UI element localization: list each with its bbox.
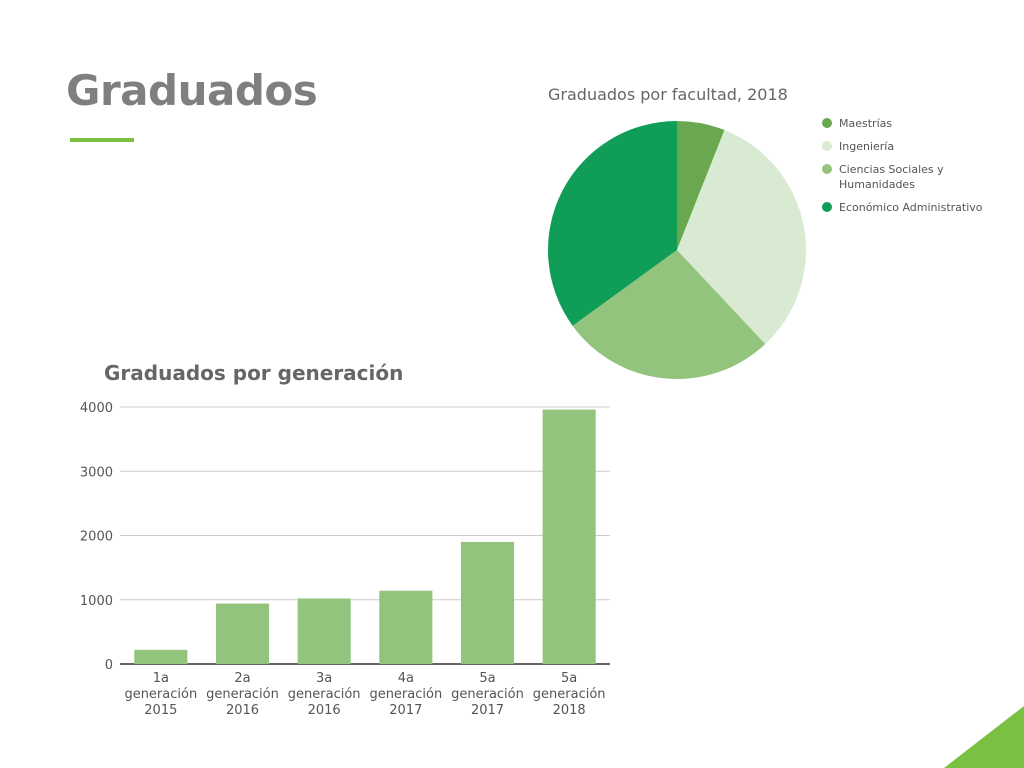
x-tick-label: generación [451,687,524,702]
x-tick-label: 2a [234,671,250,686]
x-tick-label: 2017 [471,703,504,718]
pie-chart: Graduados por facultad, 2018 Maestrías In… [548,85,983,380]
y-tick-label: 3000 [80,465,113,480]
legend-swatch [822,202,832,212]
x-tick-label: generación [533,687,606,702]
legend-label: Maestrías [839,117,892,130]
legend-swatch [822,118,832,128]
bar [379,590,433,664]
legend-swatch [822,141,832,151]
x-tick-label: 4a [398,671,414,686]
pie-chart-title: Graduados por facultad, 2018 [548,85,788,104]
x-tick-label: generación [369,687,442,702]
x-tick-label: 2016 [308,703,341,718]
bar [215,603,270,664]
pie-legend: Maestrías Ingeniería Ciencias Sociales y Hu… [822,117,983,214]
bar-bars [134,409,596,664]
legend-label: Ingeniería [839,140,894,153]
pie-slice [677,121,725,250]
bar [297,598,351,664]
x-tick-label: 2015 [144,703,177,718]
legend-label-line2: Humanidades [839,178,915,191]
pie-slice [677,130,806,345]
x-tick-label: 5a [561,671,577,686]
x-tick-label: 2016 [226,703,259,718]
x-tick-label: generación [124,687,197,702]
slide-title: Graduados [66,66,318,115]
x-tick-label: generación [206,687,279,702]
bar-chart: Graduados por generación 0 1000 2000 3000 40… [80,361,610,718]
legend-swatch [822,164,832,174]
legend-label: Ciencias Sociales y [839,163,944,176]
x-tick-label: 3a [316,671,332,686]
pie-slices [548,121,806,380]
pie-slice [548,121,677,326]
bar-chart-title: Graduados por generación [104,361,403,385]
y-tick-label: 1000 [80,594,113,609]
x-tick-label: 2017 [389,703,422,718]
x-tick-label: 2018 [553,703,586,718]
x-tick-label: 1a [153,671,169,686]
pie-slice [572,250,766,380]
corner-decoration [944,706,1024,768]
y-tick-label: 0 [105,658,113,673]
y-tick-label: 4000 [80,401,113,416]
bar-grid: 0 1000 2000 3000 4000 [80,401,610,673]
x-tick-label: generación [288,687,361,702]
bar [460,541,515,664]
title-underline [70,138,134,142]
bar-x-labels: 1ageneración20152ageneración20163agenera… [124,671,605,718]
legend-label: Económico Administrativo [839,201,983,214]
bar [134,649,188,664]
bar [542,409,596,664]
y-tick-label: 2000 [80,530,113,545]
x-tick-label: 5a [479,671,495,686]
